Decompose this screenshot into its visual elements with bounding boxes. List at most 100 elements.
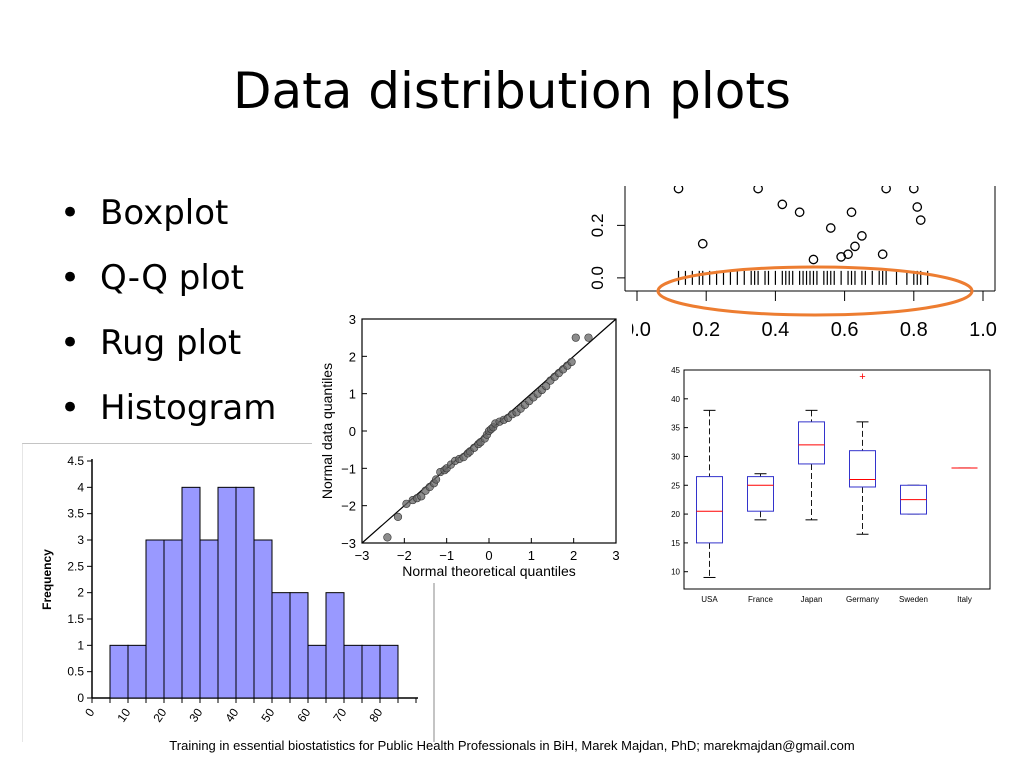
x-tick-label: −2 [397, 548, 412, 563]
y-tick-label: 2.5 [67, 559, 84, 573]
data-point [794, 207, 805, 218]
histogram-bar [379, 644, 399, 699]
y-tick-label: 35 [671, 424, 680, 433]
x-tick-label: USA [701, 595, 718, 604]
data-point [857, 231, 867, 241]
x-axis-label: Normal theoretical quantiles [402, 563, 576, 579]
histogram-bar [343, 644, 363, 699]
highlight-ellipse [656, 265, 974, 317]
y-tick-label: 0 [349, 424, 356, 439]
rug-plot-chart: 0.00.20.0 0.2 0.4 0.6 0.8 1.0 [570, 186, 1010, 346]
y-tick-label: 0.5 [67, 665, 84, 679]
histogram-bar [163, 539, 183, 699]
bullet-dot-icon: • [60, 193, 81, 233]
data-point [673, 186, 684, 194]
bullet-dot-icon: • [60, 323, 81, 363]
data-point [584, 333, 593, 342]
box [798, 421, 825, 465]
data-point [567, 357, 576, 367]
histogram-bar [325, 592, 345, 699]
histogram-bar [145, 539, 165, 699]
y-tick-label: 1 [349, 387, 356, 402]
box [849, 450, 876, 488]
y-tick-label: 40 [671, 395, 680, 404]
bullet-text: Rug plot [100, 323, 242, 363]
y-tick-label: 0.0 [588, 266, 607, 290]
data-point [393, 512, 403, 521]
slide-title: Data distribution plots [233, 62, 791, 120]
y-tick-label: 25 [671, 481, 680, 490]
y-tick-label: 3.5 [67, 507, 84, 521]
y-tick-label: −2 [341, 499, 356, 514]
x-tick-label: 1 [528, 548, 535, 563]
data-point [846, 207, 857, 218]
x-tick-label: 0 [485, 548, 492, 563]
histogram-bar [109, 644, 129, 699]
x-tick-label: 0.2 [692, 319, 720, 341]
y-tick-label: 30 [671, 452, 680, 461]
plot-frame [683, 369, 991, 590]
histogram-bar [217, 486, 237, 699]
data-point [542, 382, 551, 391]
histogram-bar [235, 486, 255, 699]
y-tick-label: 3 [77, 533, 84, 547]
box [747, 476, 774, 512]
y-tick-label: 4 [77, 480, 84, 494]
outlier-marker: + [859, 371, 865, 383]
x-tick-label: Germany [846, 595, 879, 604]
y-tick-label: 3 [349, 312, 356, 327]
x-tick-label: 0.4 [761, 319, 789, 341]
y-tick-label: 0.2 [588, 214, 607, 238]
bullet-text: Boxplot [100, 193, 229, 233]
bullet-dot-icon: • [60, 258, 81, 298]
box [696, 476, 723, 544]
qq-plot-chart: −3 −2 −1 0 1 2 3 −3 −2 −1 0 1 2 3 Normal theoretical q… [312, 305, 632, 583]
x-tick-label: 2 [570, 548, 577, 563]
y-tick-label: −3 [341, 536, 356, 551]
y-tick-label: 2 [77, 586, 84, 600]
data-point [753, 186, 763, 194]
data-point [431, 475, 441, 484]
y-axis-label: Frequency [40, 549, 54, 610]
x-tick-label: Japan [801, 595, 823, 604]
x-tick-label: −3 [355, 548, 370, 563]
data-point [402, 499, 411, 508]
data-point [915, 215, 926, 225]
data-point [697, 238, 708, 249]
slide-footer: Training in essential biostatistics for … [169, 738, 855, 753]
data-point [825, 223, 836, 233]
data-point [383, 533, 392, 542]
histogram-bar [307, 644, 327, 699]
histogram-bar [289, 592, 309, 699]
data-point [808, 254, 819, 265]
histogram-bar [199, 539, 219, 699]
bullet-dot-icon: • [60, 388, 81, 428]
y-tick-label: 45 [671, 366, 680, 375]
histogram-bar [127, 644, 147, 699]
data-point [777, 199, 788, 210]
histogram-bar [361, 644, 381, 699]
y-tick-label: 20 [671, 510, 680, 519]
histogram-bar [181, 486, 201, 699]
bullet-item: • Boxplot [60, 188, 276, 253]
x-tick-label: France [748, 595, 773, 604]
data-point [877, 249, 888, 260]
histogram-bar [271, 592, 291, 699]
bullet-text: Histogram [100, 388, 277, 428]
bullet-item: • Rug plot [60, 318, 276, 383]
y-tick-label: −1 [341, 461, 356, 476]
y-tick-label: 10 [671, 568, 680, 577]
bullet-item: • Histogram [60, 383, 276, 448]
x-tick-label: 0.8 [900, 319, 928, 341]
data-point [571, 333, 580, 342]
x-tick-label: Italy [957, 595, 972, 604]
x-tick-label: −1 [439, 548, 454, 563]
bullet-text: Q-Q plot [100, 258, 244, 298]
y-tick-label: 1.5 [67, 612, 84, 626]
data-point [850, 241, 860, 252]
y-tick-label: 4.5 [67, 454, 84, 468]
histogram-bar [253, 539, 273, 699]
data-point [843, 249, 853, 260]
bullet-item: • Q-Q plot [60, 253, 276, 318]
data-point [908, 186, 919, 194]
